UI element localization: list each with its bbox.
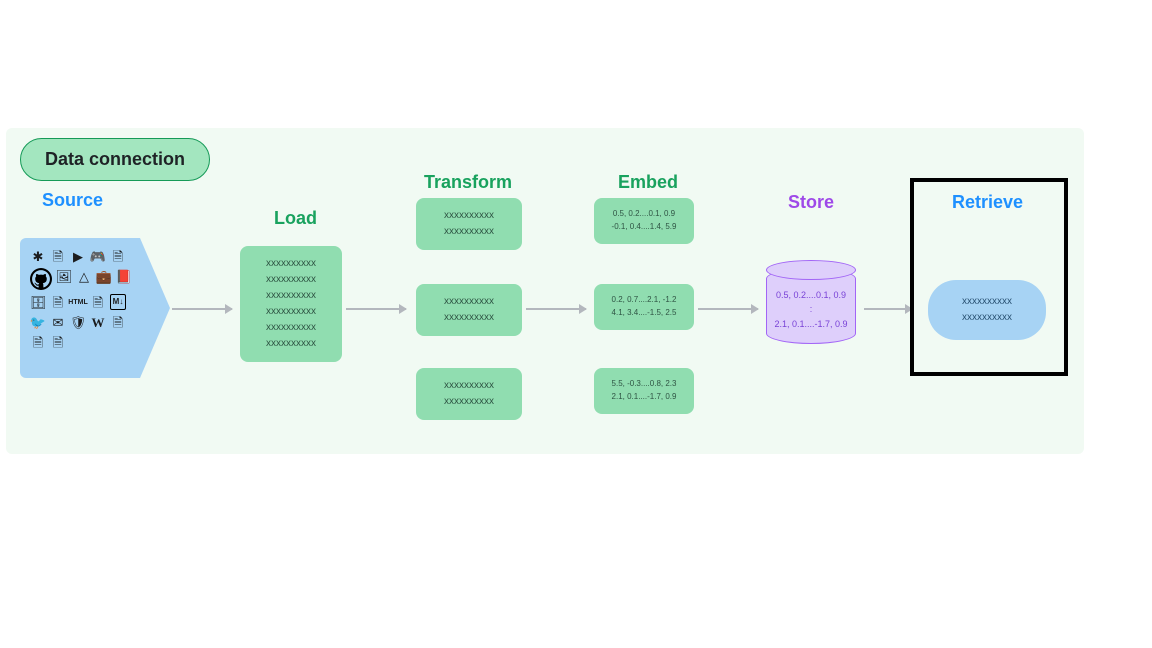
transform-block-3: xxxxxxxxxx xxxxxxxxxx [416, 368, 522, 420]
source-icon-grid: ✱ 🗎 ▶ 🎮 🗎 🖼 △ 💼 📕 🗄 🗎 HTML 🗎 M↓ 🐦 ✉ 🛡 W … [30, 248, 140, 350]
stage-title-embed: Embed [618, 172, 678, 193]
file-icon: 🗎 [50, 248, 66, 264]
arrow-load-transform [346, 308, 406, 310]
transform-line: xxxxxxxxxx [430, 224, 508, 240]
wikipedia-icon: W [90, 314, 106, 330]
store-line: : [766, 302, 856, 316]
markdown-icon: M↓ [110, 294, 126, 310]
embed-block-1: 0.5, 0.2....0.1, 0.9 -0.1, 0.4....1.4, 5… [594, 198, 694, 244]
youtube-icon: ▶ [70, 248, 86, 264]
arrow-source-load [172, 308, 232, 310]
transform-block-2: xxxxxxxxxx xxxxxxxxxx [416, 284, 522, 336]
transform-line: xxxxxxxxxx [430, 208, 508, 224]
twitter-icon: 🐦 [30, 314, 46, 330]
file-icon: 🗎 [50, 294, 66, 310]
stage-title-transform: Transform [424, 172, 512, 193]
load-line: xxxxxxxxxx [254, 272, 328, 288]
transform-line: xxxxxxxxxx [430, 378, 508, 394]
file-icon: 🗎 [50, 334, 66, 350]
embed-line: 4.1, 3.4....-1.5, 2.5 [608, 307, 680, 320]
load-block: xxxxxxxxxx xxxxxxxxxx xxxxxxxxxx xxxxxxx… [240, 246, 342, 362]
embed-line: 2.1, 0.1....-1.7, 0.9 [608, 391, 680, 404]
retrieve-line: xxxxxxxxxx [946, 310, 1028, 326]
github-icon [30, 268, 52, 290]
load-line: xxxxxxxxxx [254, 304, 328, 320]
store-cylinder: 0.5, 0.2....0.1, 0.9 : 2.1, 0.1....-1.7,… [766, 268, 856, 344]
transform-line: xxxxxxxxxx [430, 394, 508, 410]
retrieve-block: xxxxxxxxxx xxxxxxxxxx [928, 280, 1046, 340]
transform-block-1: xxxxxxxxxx xxxxxxxxxx [416, 198, 522, 250]
load-line: xxxxxxxxxx [254, 288, 328, 304]
source-block: ✱ 🗎 ▶ 🎮 🗎 🖼 △ 💼 📕 🗄 🗎 HTML 🗎 M↓ 🐦 ✉ 🛡 W … [20, 238, 170, 378]
database-icon: 🗄 [30, 294, 46, 310]
file-icon: 🗎 [30, 334, 46, 350]
arrow-store-retrieve [864, 308, 912, 310]
book-icon: 📕 [116, 268, 132, 284]
arrow-transform-embed [526, 308, 586, 310]
load-line: xxxxxxxxxx [254, 320, 328, 336]
store-line: 0.5, 0.2....0.1, 0.9 [766, 288, 856, 302]
retrieve-highlight-box [910, 178, 1068, 376]
image-icon: 🖼 [56, 268, 72, 284]
mail-icon: ✉ [50, 314, 66, 330]
diagram-badge: Data connection [20, 138, 210, 181]
stage-title-store: Store [788, 192, 834, 213]
gdrive-icon: △ [76, 268, 92, 284]
transform-line: xxxxxxxxxx [430, 294, 508, 310]
file-icon: 🗎 [110, 314, 126, 330]
load-line: xxxxxxxxxx [254, 336, 328, 352]
file-icon: 🗎 [110, 248, 126, 264]
embed-block-3: 5.5, -0.3....0.8, 2.3 2.1, 0.1....-1.7, … [594, 368, 694, 414]
briefcase-icon: 💼 [96, 268, 112, 284]
embed-line: 0.5, 0.2....0.1, 0.9 [608, 208, 680, 221]
store-line: 2.1, 0.1....-1.7, 0.9 [766, 317, 856, 331]
css-icon: 🛡 [70, 314, 86, 330]
arrow-embed-store [698, 308, 758, 310]
embed-block-2: 0.2, 0.7....2.1, -1.2 4.1, 3.4....-1.5, … [594, 284, 694, 330]
embed-line: 0.2, 0.7....2.1, -1.2 [608, 294, 680, 307]
stage-title-load: Load [274, 208, 317, 229]
retrieve-line: xxxxxxxxxx [946, 294, 1028, 310]
slack-icon: ✱ [30, 248, 46, 264]
transform-line: xxxxxxxxxx [430, 310, 508, 326]
diagram-canvas: Data connection Source Load Transform Em… [6, 128, 1084, 454]
stage-title-source: Source [42, 190, 103, 211]
discord-icon: 🎮 [90, 248, 106, 264]
embed-line: -0.1, 0.4....1.4, 5.9 [608, 221, 680, 234]
embed-line: 5.5, -0.3....0.8, 2.3 [608, 378, 680, 391]
html-icon: HTML [70, 294, 86, 310]
csv-icon: 🗎 [90, 294, 106, 310]
load-line: xxxxxxxxxx [254, 256, 328, 272]
